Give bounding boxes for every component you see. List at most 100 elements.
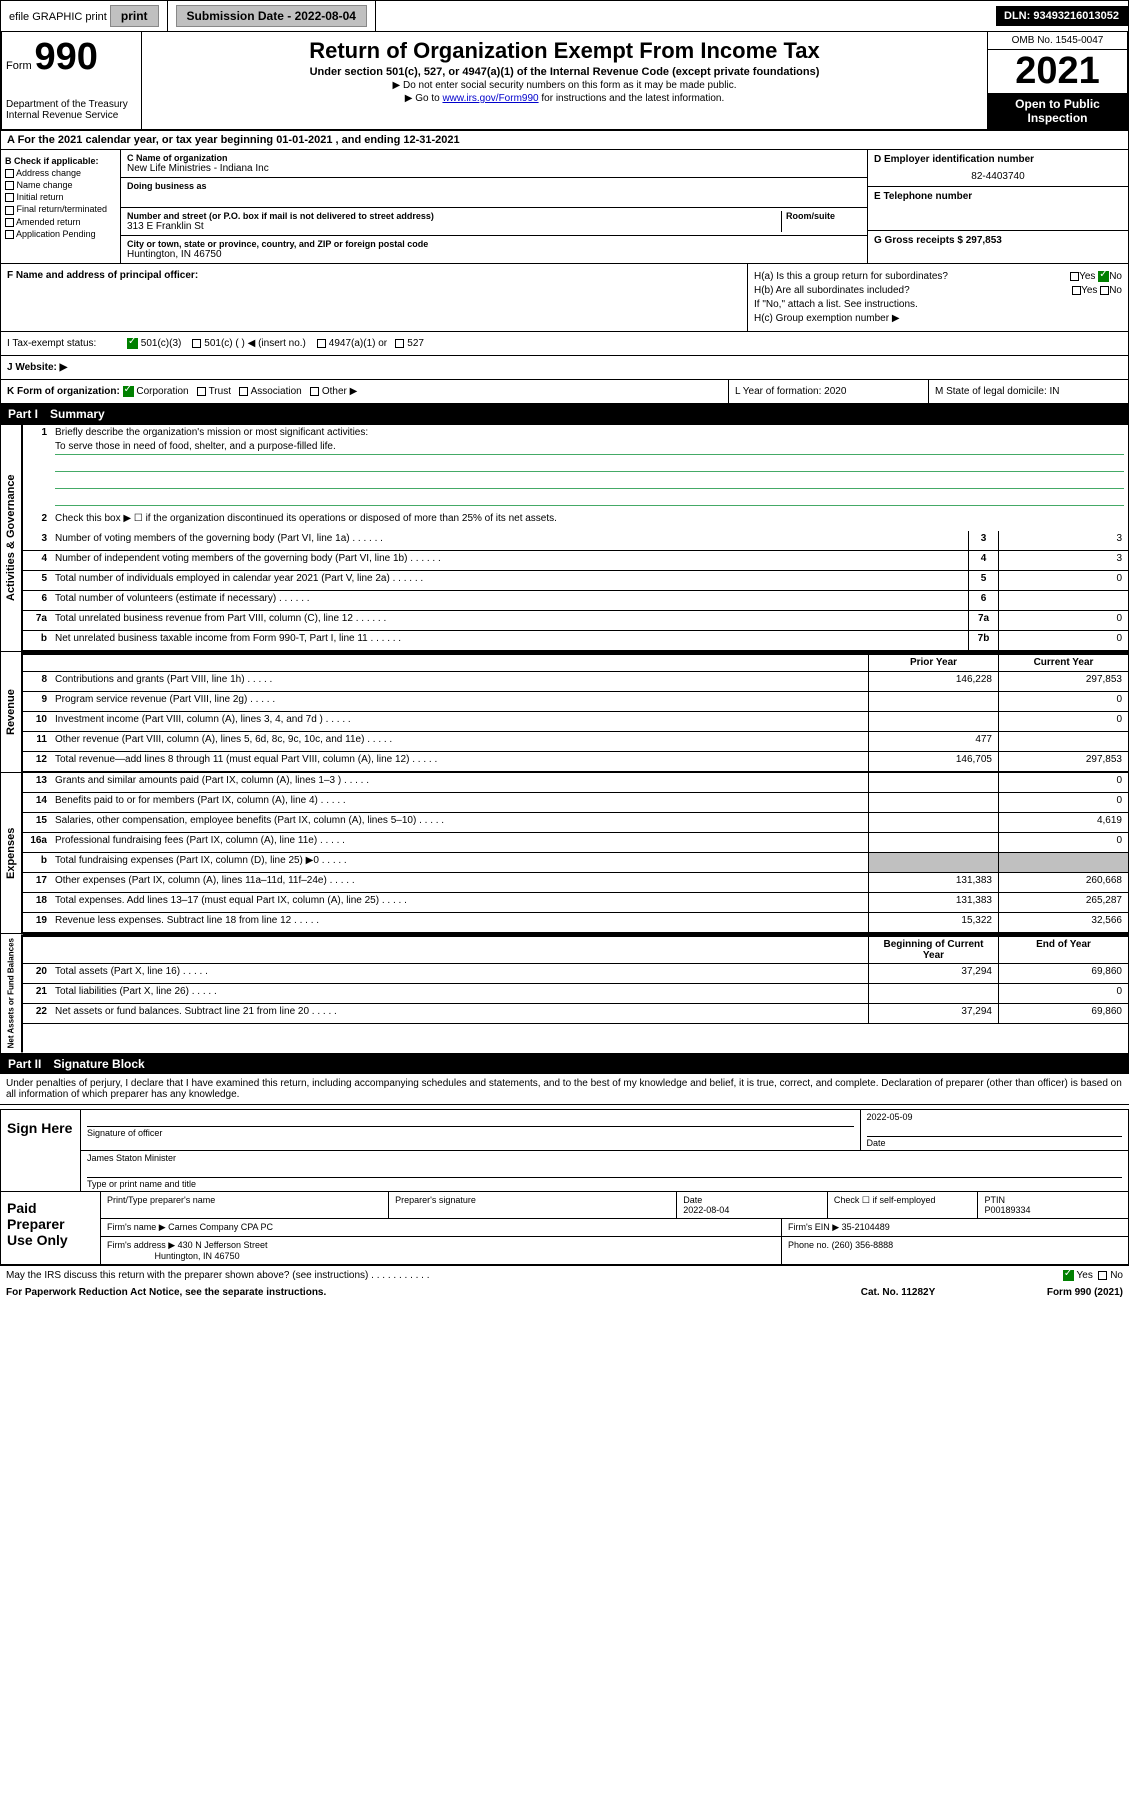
table-row: 18Total expenses. Add lines 13–17 (must …	[23, 893, 1128, 913]
print-button[interactable]: print	[110, 5, 159, 27]
form-title: Return of Organization Exempt From Incom…	[148, 38, 981, 64]
chk-final[interactable]: Final return/terminated	[5, 204, 116, 214]
table-row: 20Total assets (Part X, line 16) . . . .…	[23, 964, 1128, 984]
addr-label: Number and street (or P.O. box if mail i…	[127, 211, 781, 221]
table-row: 4Number of independent voting members of…	[23, 551, 1128, 571]
table-row: 19Revenue less expenses. Subtract line 1…	[23, 913, 1128, 933]
dln-box: DLN: 93493216013052	[996, 6, 1128, 26]
table-row: 17Other expenses (Part IX, column (A), l…	[23, 873, 1128, 893]
k-cell: K Form of organization: Corporation Trus…	[1, 380, 728, 403]
netassets-table: Net Assets or Fund Balances Beginning of…	[0, 934, 1129, 1053]
tax-status-row: I Tax-exempt status: 501(c)(3) 501(c) ( …	[0, 332, 1129, 356]
table-row: bNet unrelated business taxable income f…	[23, 631, 1128, 651]
dba-label: Doing business as	[127, 181, 861, 191]
q1-desc: Briefly describe the organization's miss…	[51, 425, 1128, 511]
part1-table: Activities & Governance 1 Briefly descri…	[0, 424, 1129, 652]
expenses-table: Expenses 13Grants and similar amounts pa…	[0, 773, 1129, 934]
beg-year-header: Beginning of Current Year	[868, 937, 998, 963]
sig-date-field: 2022-05-09 Date	[861, 1110, 1129, 1150]
ha-row: H(a) Is this a group return for subordin…	[754, 271, 1122, 282]
website-row: J Website: ▶	[0, 356, 1129, 380]
header-right: OMB No. 1545-0047 2021 Open to Public In…	[987, 32, 1127, 129]
efile-label: efile GRAPHIC print print	[1, 1, 168, 31]
org-name-label: C Name of organization	[127, 153, 861, 163]
group-return: H(a) Is this a group return for subordin…	[748, 264, 1128, 331]
table-row: 10Investment income (Part VIII, column (…	[23, 712, 1128, 732]
org-name-row: C Name of organization New Life Ministri…	[121, 150, 867, 178]
end-year-header: End of Year	[998, 937, 1128, 963]
org-name: New Life Ministries - Indiana Inc	[127, 163, 861, 174]
sign-here-label: Sign Here	[1, 1110, 81, 1191]
discuss-text: May the IRS discuss this return with the…	[6, 1270, 1063, 1281]
firm-phone: (260) 356-8888	[832, 1240, 894, 1250]
k-label: K Form of organization:	[7, 386, 120, 397]
prep-date-cell: Date 2022-08-04	[677, 1192, 828, 1218]
firm-name: Carnes Company CPA PC	[168, 1222, 273, 1232]
side-revenue: Revenue	[1, 652, 23, 772]
chk-pending[interactable]: Application Pending	[5, 229, 116, 239]
l-cell: L Year of formation: 2020	[728, 380, 928, 403]
ein-label: D Employer identification number	[874, 154, 1122, 165]
chk-name[interactable]: Name change	[5, 180, 116, 190]
mission-text: To serve those in need of food, shelter,…	[55, 441, 1124, 455]
current-year-header: Current Year	[998, 655, 1128, 671]
city-label: City or town, state or province, country…	[127, 239, 861, 249]
city-val: Huntington, IN 46750	[127, 249, 861, 260]
sig-date: 2022-05-09	[867, 1112, 1123, 1122]
part2-header: Part II Signature Block	[0, 1054, 1129, 1074]
table-row: 21Total liabilities (Part X, line 26) . …	[23, 984, 1128, 1004]
goto-post: for instructions and the latest informat…	[541, 93, 724, 104]
discuss-answer: Yes No	[1063, 1270, 1123, 1281]
col-c: C Name of organization New Life Ministri…	[121, 150, 868, 263]
firm-addr1: 430 N Jefferson Street	[178, 1240, 268, 1250]
governance-body: 1 Briefly describe the organization's mi…	[23, 425, 1128, 651]
header-center: Return of Organization Exempt From Incom…	[142, 32, 987, 129]
dba-row: Doing business as	[121, 178, 867, 208]
net-header-row: Beginning of Current Year End of Year	[23, 934, 1128, 964]
chk-initial[interactable]: Initial return	[5, 192, 116, 202]
ein-row: D Employer identification number 82-4403…	[868, 150, 1128, 187]
officer-sig-field: Signature of officer	[81, 1110, 861, 1150]
signature-section: Sign Here Signature of officer 2022-05-0…	[0, 1109, 1129, 1192]
type-label: Type or print name and title	[87, 1177, 1122, 1189]
part1-header: Part I Summary	[0, 404, 1129, 424]
ein-val: 82-4403740	[874, 171, 1122, 182]
chk-amended[interactable]: Amended return	[5, 217, 116, 227]
preparer-section: Paid Preparer Use Only Print/Type prepar…	[0, 1192, 1129, 1265]
col-b-label: B Check if applicable:	[5, 156, 116, 166]
corp-checked-icon	[123, 386, 134, 397]
dept-treasury: Department of the Treasury	[6, 99, 137, 110]
yes-checked-icon	[1063, 1270, 1074, 1281]
officer-label: F Name and address of principal officer:	[7, 270, 198, 281]
hb-note: If "No," attach a list. See instructions…	[754, 299, 1122, 310]
part1-num: Part I	[8, 407, 38, 421]
gross-label: G Gross receipts $ 297,853	[874, 235, 1122, 246]
date-label: Date	[867, 1136, 1123, 1148]
prep-name-label: Print/Type preparer's name	[101, 1192, 389, 1218]
chk-address[interactable]: Address change	[5, 168, 116, 178]
irs-link[interactable]: www.irs.gov/Form990	[442, 93, 538, 104]
table-row: 3Number of voting members of the governi…	[23, 531, 1128, 551]
table-row: 6Total number of volunteers (estimate if…	[23, 591, 1128, 611]
omb-number: OMB No. 1545-0047	[988, 32, 1127, 50]
ptin-cell: PTIN P00189334	[978, 1192, 1128, 1218]
prep-sig-label: Preparer's signature	[389, 1192, 677, 1218]
top-bar: efile GRAPHIC print print Submission Dat…	[0, 0, 1129, 32]
q2-desc: Check this box ▶ ☐ if the organization d…	[51, 511, 1128, 531]
part2-num: Part II	[8, 1057, 41, 1071]
table-row: 12Total revenue—add lines 8 through 11 (…	[23, 752, 1128, 772]
firm-phone-cell: Phone no. (260) 356-8888	[782, 1237, 1128, 1264]
name-title-field: James Staton Minister Type or print name…	[81, 1151, 1128, 1191]
side-netassets: Net Assets or Fund Balances	[1, 934, 23, 1052]
section-f-h: F Name and address of principal officer:…	[0, 264, 1129, 332]
officer-name: James Staton Minister	[87, 1153, 1122, 1163]
submission-date-button[interactable]: Submission Date - 2022-08-04	[176, 5, 367, 27]
perjury-declaration: Under penalties of perjury, I declare th…	[0, 1074, 1129, 1105]
dept-irs: Internal Revenue Service	[6, 110, 137, 121]
open-public: Open to Public Inspection	[988, 93, 1127, 129]
table-row: 16aProfessional fundraising fees (Part I…	[23, 833, 1128, 853]
firm-ein: 35-2104489	[842, 1222, 890, 1232]
rev-header-row: Prior Year Current Year	[23, 652, 1128, 672]
street-addr: 313 E Franklin St	[127, 221, 781, 232]
table-row: bTotal fundraising expenses (Part IX, co…	[23, 853, 1128, 873]
